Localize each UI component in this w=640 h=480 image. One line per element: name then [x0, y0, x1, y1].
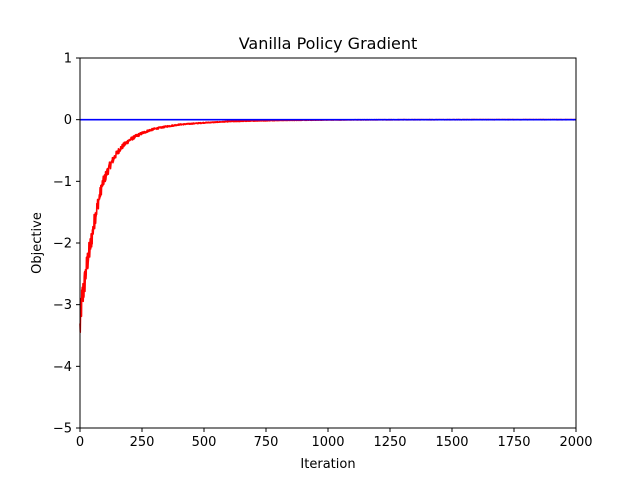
x-axis: 0 250 500 750 1000 1250 1500 1750 2000: [76, 428, 593, 450]
x-tick-label: 0: [76, 435, 84, 450]
y-tick-label: 0: [64, 113, 72, 128]
y-tick-label: −5: [53, 422, 72, 437]
y-tick-label: −1: [53, 175, 72, 190]
series-layer: [79, 118, 577, 334]
y-tick-label: −4: [53, 360, 72, 375]
y-axis: 1 0 −1 −2 −3 −4 −5: [53, 52, 80, 437]
x-tick-label: 1750: [497, 435, 530, 450]
y-tick-label: −3: [53, 298, 72, 313]
x-tick-label: 250: [130, 435, 155, 450]
x-tick-label: 750: [254, 435, 279, 450]
x-axis-title: Iteration: [300, 457, 355, 472]
chart-title: Vanilla Policy Gradient: [239, 34, 418, 53]
plot-background: [80, 58, 576, 428]
y-tick-label: 1: [64, 52, 72, 67]
x-tick-label: 1000: [311, 435, 344, 450]
y-tick-label: −2: [53, 237, 72, 252]
x-tick-label: 1500: [435, 435, 468, 450]
x-tick-label: 1250: [373, 435, 406, 450]
plot-area: [79, 57, 577, 429]
y-axis-title: Objective: [30, 212, 45, 274]
x-tick-label: 2000: [559, 435, 592, 450]
x-tick-label: 500: [192, 435, 217, 450]
